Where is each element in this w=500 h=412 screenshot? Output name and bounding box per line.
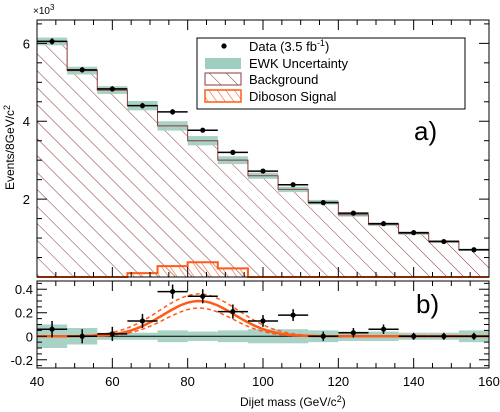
x-tick-label: 40 xyxy=(30,374,44,389)
x-tick-label: 140 xyxy=(403,374,425,389)
residual-marker xyxy=(260,318,266,324)
y-tick-label: 2 xyxy=(23,192,30,207)
residual-marker xyxy=(79,333,85,339)
data-point xyxy=(217,149,248,155)
svg-text:EWK Uncertainty: EWK Uncertainty xyxy=(249,56,348,71)
data-point-marker xyxy=(290,182,296,188)
data-point xyxy=(97,86,128,92)
residual-marker xyxy=(200,293,206,299)
residual-marker xyxy=(441,333,447,339)
x-tick-label: 160 xyxy=(478,374,500,389)
residual-data-points xyxy=(37,284,489,344)
residual-marker xyxy=(170,288,176,295)
data-point-marker xyxy=(471,247,477,253)
x-tick-label: 80 xyxy=(180,374,194,389)
data-point xyxy=(428,238,459,245)
data-point-marker xyxy=(170,109,176,115)
data-point xyxy=(458,247,489,253)
residual-marker xyxy=(230,308,236,315)
background-outline xyxy=(37,40,489,251)
data-point-marker xyxy=(109,86,115,92)
residual-data-point xyxy=(428,332,459,340)
residual-data-point xyxy=(67,329,98,344)
residual-y-tick-label: 0 xyxy=(26,329,33,344)
data-point-marker xyxy=(441,238,447,245)
data-point xyxy=(247,168,279,174)
residual-marker xyxy=(290,312,296,318)
x-axis-ticks: 40 60 80 100 120 140 160 xyxy=(30,281,500,389)
data-point xyxy=(398,230,429,236)
residual-data-point xyxy=(157,284,188,299)
residual-marker xyxy=(471,333,477,339)
residual-data-point xyxy=(308,331,339,341)
residual-data-point xyxy=(37,320,68,338)
svg-text:Diboson Signal: Diboson Signal xyxy=(249,89,337,104)
svg-text:Data (3.5 fb-1): Data (3.5 fb-1) xyxy=(249,38,329,54)
residual-data-point xyxy=(217,304,248,319)
residual-data-point xyxy=(278,309,309,321)
data-point xyxy=(338,210,369,216)
data-point-marker xyxy=(260,168,266,174)
data-point xyxy=(187,127,218,133)
legend: Data (3.5 fb-1) EWK Uncertainty Backgrou… xyxy=(196,37,466,110)
x-tick-label: 60 xyxy=(105,374,119,389)
legend-entry-data: Data (3.5 fb-1) xyxy=(221,38,329,54)
x-axis-label: Dijet mass (GeV/c2) xyxy=(240,394,346,409)
residual-y-axis-ticks: -0.2 0 0.2 0.4 xyxy=(11,282,489,368)
residual-y-tick-label: 0.2 xyxy=(15,306,33,321)
panel-b: -0.2 0 0.2 0.4 40 60 80 100 120 140 160 b) Dijet … xyxy=(11,280,500,409)
data-point xyxy=(67,67,98,73)
residual-data-point xyxy=(368,324,399,334)
y-tick-label: 6 xyxy=(23,36,30,51)
legend-entry-signal: Diboson Signal xyxy=(204,89,337,104)
residual-marker xyxy=(109,331,115,337)
x-axis-ticks-top xyxy=(36,20,490,277)
x-tick-label: 120 xyxy=(327,374,349,389)
data-point xyxy=(278,182,309,188)
y-axis-label: Events/8GeV/c2 xyxy=(2,105,17,190)
y-axis-ticks: 2 4 6 xyxy=(23,23,489,278)
residual-data-point xyxy=(127,313,158,329)
residual-data-point xyxy=(398,332,429,340)
residual-data-point xyxy=(247,315,279,327)
panel-label-a: a) xyxy=(414,116,437,146)
legend-entry-background: Background xyxy=(204,72,318,87)
legend-entry-ewk: EWK Uncertainty xyxy=(205,56,348,71)
residual-marker xyxy=(320,333,326,339)
panel-a: 2 4 6 ×103 Events/8GeV/c2 a) Data (3.5 fb-… xyxy=(2,3,490,278)
residual-marker xyxy=(411,333,417,339)
data-point-marker xyxy=(350,210,356,216)
svg-text:Background: Background xyxy=(249,72,318,87)
residual-marker xyxy=(350,330,356,336)
data-point xyxy=(308,200,339,206)
background-histogram xyxy=(37,41,489,277)
residual-data-point xyxy=(338,328,369,338)
data-point-marker xyxy=(200,127,206,133)
data-point xyxy=(37,38,68,45)
data-point xyxy=(127,102,158,109)
data-point-marker xyxy=(49,38,55,45)
residual-data-point xyxy=(187,289,218,304)
residual-y-tick-label: -0.2 xyxy=(11,353,33,368)
data-point xyxy=(368,221,399,227)
data-point-marker xyxy=(230,149,236,155)
panel-label-b: b) xyxy=(416,289,439,319)
x-tick-label: 100 xyxy=(252,374,274,389)
background-fill xyxy=(37,41,489,277)
residual-data-point xyxy=(97,326,128,341)
data-points xyxy=(37,38,489,253)
residual-marker xyxy=(139,318,146,324)
residual-y-tick-label: 0.4 xyxy=(15,282,33,297)
y-multiplier: ×103 xyxy=(33,3,55,17)
y-tick-label: 4 xyxy=(23,114,30,129)
residual-marker xyxy=(49,326,55,332)
residual-marker xyxy=(380,326,387,332)
data-point-marker xyxy=(411,230,417,236)
data-point-marker xyxy=(320,200,326,206)
data-point xyxy=(157,109,188,115)
data-point-marker xyxy=(380,221,387,227)
data-point-marker xyxy=(139,103,146,109)
data-point-marker xyxy=(79,67,85,73)
